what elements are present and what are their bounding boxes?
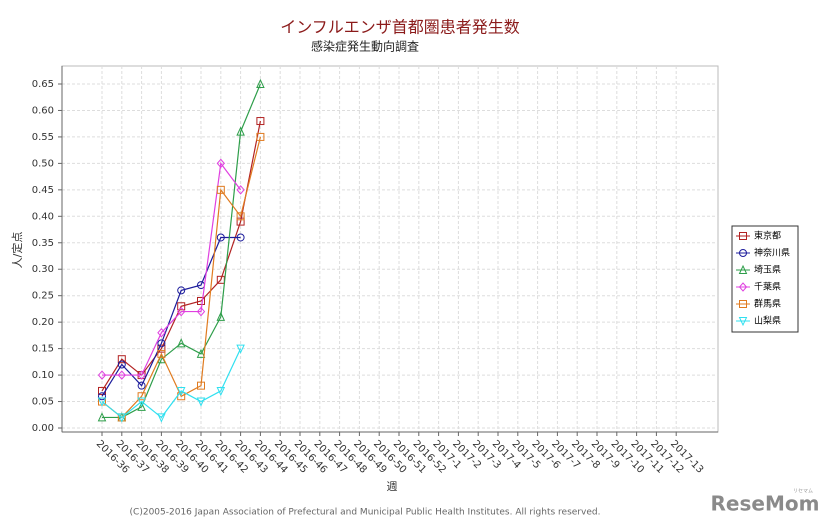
y-tick-label: 0.10 (32, 370, 54, 381)
data-point (157, 339, 166, 348)
data-point (197, 381, 205, 390)
y-tick-label: 0.65 (32, 79, 54, 90)
y-tick-label: 0.00 (32, 423, 54, 434)
data-point (196, 348, 206, 358)
y-tick-label: 0.20 (32, 317, 54, 328)
y-tick-label: 0.60 (32, 105, 54, 116)
data-point (216, 311, 226, 321)
series-line (101, 136, 261, 419)
data-point (256, 117, 265, 126)
data-point (196, 397, 206, 407)
data-point (157, 327, 166, 338)
data-point (216, 185, 225, 194)
data-point (236, 233, 245, 242)
y-tick-label: 0.35 (32, 238, 54, 249)
data-point (236, 126, 245, 136)
data-point (117, 370, 126, 380)
chart-subtitle: 感染症発生動向調査 (311, 39, 419, 54)
data-point (256, 132, 265, 141)
plot-area (61, 65, 719, 433)
copyright: (C)2005-2016 Japan Association of Prefec… (130, 508, 601, 518)
legend-marker (739, 300, 747, 308)
data-point (97, 370, 107, 380)
data-point (117, 413, 127, 423)
data-point (157, 344, 166, 353)
legend-marker (738, 317, 748, 327)
y-tick-label: 0.40 (32, 211, 54, 222)
logo: ReseMom (711, 492, 820, 516)
legend-label: 群馬県 (754, 298, 781, 310)
data-point (177, 306, 186, 317)
legend-marker (738, 264, 748, 274)
data-point (176, 386, 186, 397)
data-point (137, 392, 146, 401)
data-point (117, 355, 126, 364)
data-point (216, 386, 226, 397)
y-axis-label: 人/定点 (10, 232, 24, 269)
data-point (216, 158, 225, 169)
chart-title: インフルエンザ首都圏患者発生数 (280, 18, 520, 37)
data-point (177, 302, 186, 311)
data-point (157, 349, 166, 358)
data-point (196, 306, 206, 317)
data-point (236, 344, 245, 354)
legend-label: 山梨県 (754, 315, 781, 327)
data-point (216, 233, 225, 242)
y-tick-label: 0.30 (32, 264, 54, 275)
data-point (256, 78, 265, 88)
data-point (157, 413, 166, 423)
legend-marker (738, 282, 748, 292)
data-point (236, 212, 245, 221)
legend-label: 東京都 (754, 230, 781, 242)
legend-marker (739, 249, 747, 257)
legend-marker (739, 232, 747, 240)
series-line (101, 236, 241, 397)
y-tick-label: 0.50 (32, 158, 54, 169)
data-point (236, 185, 245, 195)
data-point (176, 338, 186, 348)
data-point (197, 296, 205, 305)
y-tick-label: 0.15 (32, 344, 54, 355)
data-point (137, 401, 146, 411)
data-point (137, 381, 146, 390)
y-tick-label: 0.25 (32, 291, 54, 302)
data-point (98, 392, 106, 401)
data-point (177, 286, 186, 295)
data-point (137, 397, 146, 407)
legend-label: 千葉県 (754, 281, 781, 293)
legend-box (731, 225, 799, 333)
legend-label: 神奈川県 (754, 247, 790, 259)
y-tick-label: 0.55 (32, 132, 54, 143)
data-point (97, 397, 107, 407)
series-line (101, 120, 261, 392)
x-axis-label: 週 (387, 480, 398, 493)
y-tick-label: 0.45 (32, 185, 54, 196)
logo-sub: リセマム (793, 489, 813, 495)
y-tick-label: 0.05 (32, 397, 54, 408)
data-point (117, 360, 126, 369)
series-line (102, 83, 261, 419)
data-point (236, 217, 245, 226)
data-point (97, 412, 107, 422)
legend-label: 埼玉県 (754, 264, 781, 276)
data-point (137, 370, 146, 380)
